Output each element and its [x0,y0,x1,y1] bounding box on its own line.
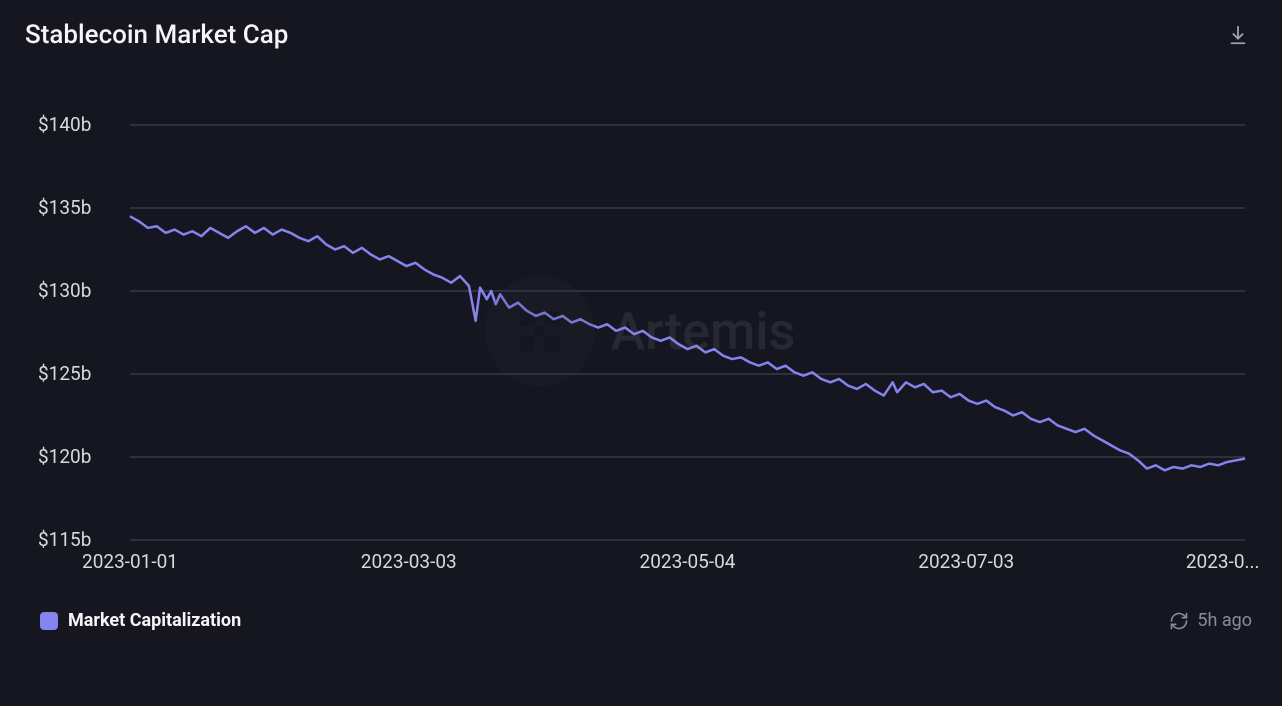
svg-text:2023-01-01: 2023-01-01 [82,550,178,573]
svg-text:2023-03-03: 2023-03-03 [361,550,457,573]
svg-text:2023-0...: 2023-0... [1186,550,1260,573]
svg-text:$140b: $140b [38,113,91,136]
line-chart: $115b $120b $125b $130b $135b $140b 2023-01-01… [20,60,1260,620]
svg-text:$120b: $120b [38,445,91,468]
svg-text:$135b: $135b [38,196,91,219]
download-icon [1227,24,1249,46]
chart-area: Artemis $115b$120b$125b$130b$135b$140b20… [20,60,1260,620]
download-button[interactable] [1224,21,1252,49]
svg-text:2023-07-03: 2023-07-03 [918,550,1014,573]
svg-text:2023-05-04: 2023-05-04 [640,550,736,573]
svg-text:$130b: $130b [38,279,91,302]
svg-text:$125b: $125b [38,362,91,385]
svg-text:$115b: $115b [38,528,91,551]
chart-title: Stablecoin Market Cap [25,20,288,50]
